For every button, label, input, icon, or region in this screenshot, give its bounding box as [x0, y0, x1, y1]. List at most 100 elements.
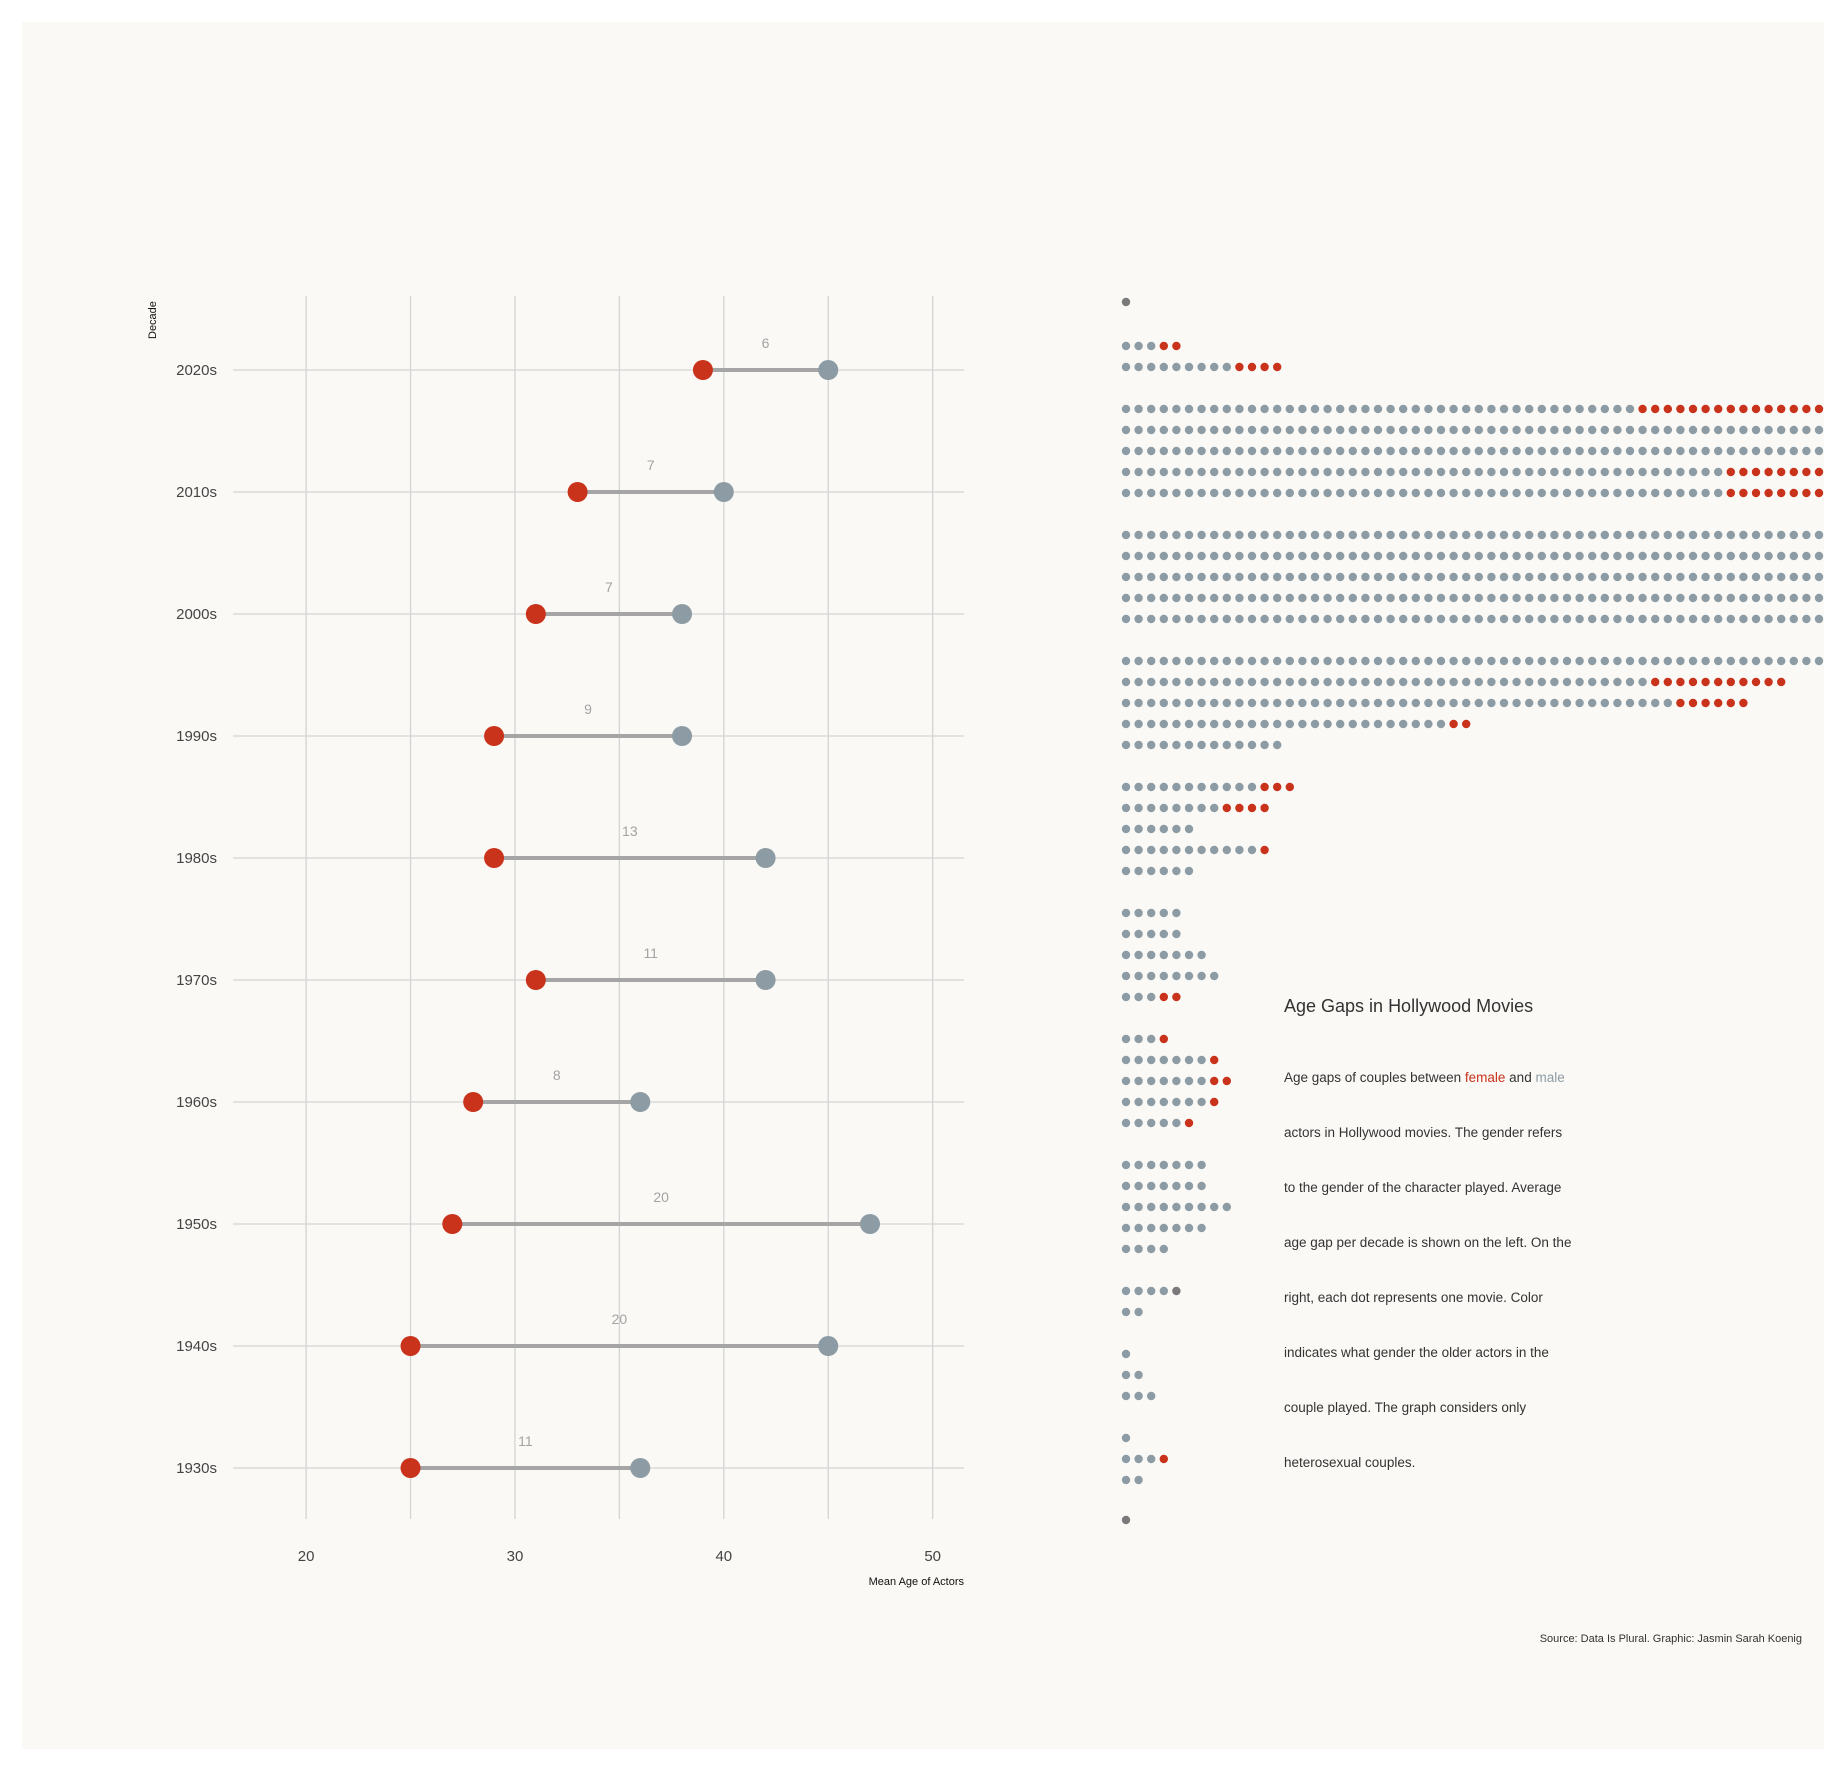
movie-dot-male	[1121, 1160, 1131, 1170]
movie-dot-male	[1336, 656, 1345, 666]
y-tick-1970s: 1970s	[176, 972, 217, 989]
info-title: Age Gaps in Hollywood Movies	[1284, 996, 1534, 1016]
movie-dot-male	[1235, 530, 1244, 540]
movie-dot-male	[1676, 446, 1685, 456]
movie-dot-male	[1172, 530, 1181, 540]
info-line-7: couple played. The graph considers only	[1284, 1400, 1527, 1415]
movie-dot-male	[1525, 656, 1534, 666]
y-tick-1960s: 1960s	[176, 1094, 217, 1111]
movie-dot-male	[1764, 530, 1773, 540]
movie-dot-male	[1436, 488, 1446, 498]
movie-dot-male	[1361, 614, 1370, 624]
movie-dot-male	[1361, 656, 1370, 666]
movie-dot-male	[1134, 1181, 1143, 1191]
y-tick-2010s: 2010s	[176, 484, 217, 501]
movie-dot-male	[1411, 425, 1421, 435]
movie-dot-male	[1159, 908, 1169, 918]
movie-dot-female	[1802, 467, 1811, 477]
movie-dot-male	[1688, 488, 1698, 498]
movie-dot-male	[1361, 530, 1370, 540]
movie-dot-female	[1210, 1097, 1219, 1107]
movie-dot-male	[1147, 1118, 1156, 1128]
movie-dot-male	[1663, 551, 1673, 561]
movie-dot-male	[1134, 1034, 1143, 1044]
movie-dot-male	[1121, 572, 1131, 582]
movie-dot-male	[1298, 467, 1307, 477]
movie-dot-male	[1487, 488, 1496, 498]
movie-dot-male	[1184, 950, 1194, 960]
movie-dot-male	[1159, 1097, 1169, 1107]
movie-dot-male	[1814, 530, 1824, 540]
movie-dot-male	[1310, 488, 1320, 498]
movie-dot-male	[1399, 677, 1408, 687]
movie-dot-male	[1487, 593, 1496, 603]
male-dot-1970s	[755, 970, 776, 990]
movie-dot-male	[1197, 362, 1206, 372]
movie-dot-male	[1550, 425, 1559, 435]
movie-dot-female	[1676, 698, 1685, 708]
y-axis-title: Decade	[147, 301, 159, 339]
movie-dot-male	[1751, 614, 1761, 624]
movie-dot-male	[1449, 698, 1458, 708]
movie-dot-male	[1247, 530, 1257, 540]
movie-dot-male	[1436, 467, 1446, 477]
movie-dot-male	[1625, 425, 1635, 435]
y-tick-2020s: 2020s	[176, 362, 217, 379]
movie-dot-male	[1336, 488, 1345, 498]
male-dot-1940s	[818, 1336, 839, 1356]
movie-dot-male	[1777, 425, 1786, 435]
movie-dot-male	[1323, 446, 1332, 456]
movie-dot-male	[1525, 404, 1534, 414]
movie-dot-male	[1222, 656, 1232, 666]
movie-dot-male	[1172, 1118, 1181, 1128]
movie-dot-male	[1147, 404, 1156, 414]
movie-dot-male	[1424, 614, 1433, 624]
movie-dot-male	[1235, 404, 1244, 414]
movie-dot-male	[1336, 467, 1345, 477]
movie-dot-male	[1147, 530, 1156, 540]
movie-dot-male	[1651, 425, 1660, 435]
movie-dot-male	[1121, 656, 1131, 666]
movie-dot-male	[1789, 572, 1799, 582]
movie-dot-male	[1688, 593, 1698, 603]
movie-dot-male	[1197, 551, 1206, 561]
movie-dot-male	[1121, 1202, 1131, 1212]
movie-dot-male	[1814, 656, 1824, 666]
movie-dot-male	[1537, 446, 1547, 456]
movie-dot-male	[1247, 446, 1257, 456]
movie-dot-male	[1159, 425, 1169, 435]
movie-dot-male	[1588, 656, 1597, 666]
movie-dot-male	[1588, 425, 1597, 435]
movie-dot-male	[1134, 467, 1143, 477]
info-line-2: actors in Hollywood movies. The gender r…	[1284, 1125, 1563, 1140]
movie-dot-male	[1222, 677, 1232, 687]
movie-dot-male	[1726, 593, 1736, 603]
movie-dot-male	[1159, 929, 1169, 939]
movie-dot-male	[1676, 488, 1685, 498]
movie-dot-male	[1210, 404, 1219, 414]
movie-dot-male	[1701, 572, 1710, 582]
movie-dot-male	[1399, 488, 1408, 498]
movie-dot-male	[1436, 719, 1446, 729]
movie-dot-male	[1600, 530, 1610, 540]
movie-dot-male	[1147, 1097, 1156, 1107]
movie-dot-female	[1159, 341, 1169, 351]
movie-dot-male	[1777, 593, 1786, 603]
movie-dot-male	[1512, 677, 1521, 687]
movie-dot-male	[1147, 1223, 1156, 1233]
movie-dot-male	[1247, 467, 1257, 477]
movie-dot-male	[1777, 656, 1786, 666]
movie-dot-male	[1184, 488, 1194, 498]
movie-dot-male	[1537, 614, 1547, 624]
movie-dot-male	[1147, 1202, 1156, 1212]
movie-dot-male	[1386, 677, 1395, 687]
movie-dot-male	[1777, 446, 1786, 456]
gap-label-2000s: 7	[605, 579, 613, 595]
movie-dot-male	[1197, 446, 1206, 456]
movie-dot-male	[1184, 1055, 1194, 1065]
info-body: Age gaps of couples between female and m…	[1284, 1050, 1614, 1490]
movie-dot-male	[1197, 593, 1206, 603]
movie-dot-male	[1184, 404, 1194, 414]
movie-dot-male	[1739, 656, 1748, 666]
movie-dot-male	[1512, 530, 1521, 540]
